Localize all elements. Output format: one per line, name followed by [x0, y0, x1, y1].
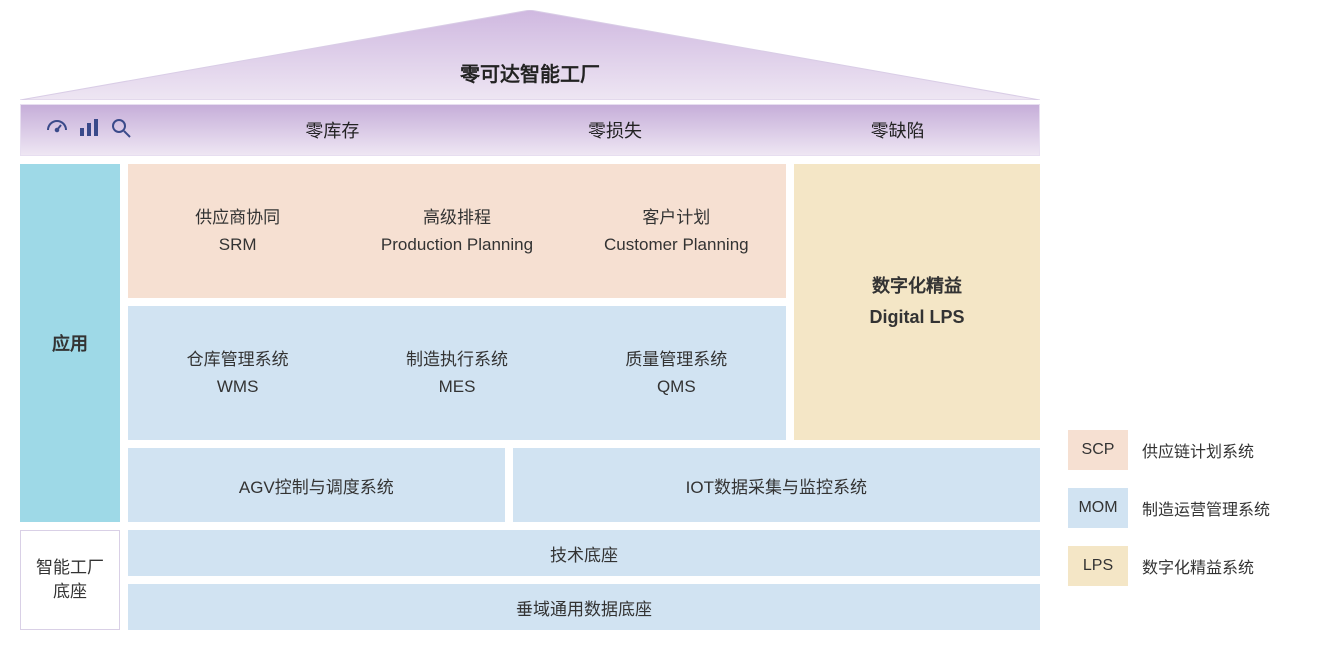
header-col-zero-loss: 零损失 [474, 117, 757, 143]
scp-cell-customer-cn: 客户计划 [567, 204, 786, 231]
legend-label-lps: 数字化精益系统 [1142, 554, 1254, 578]
lps-cn: 数字化精益 [872, 271, 962, 302]
legend-code-scp: SCP [1082, 441, 1115, 459]
roof-title: 零可达智能工厂 [20, 58, 1040, 87]
base-row-data: 垂域通用数据底座 [128, 584, 1040, 630]
scp-cell-planning: 高级排程 Production Planning [347, 204, 566, 258]
roof: 零可达智能工厂 [20, 10, 1040, 100]
legend-label-scp: 供应链计划系统 [1142, 438, 1254, 462]
scp-cell-srm-en: SRM [128, 231, 347, 258]
header-col-zero-inventory: 零库存 [191, 117, 474, 143]
mom-cell-wms: 仓库管理系统 WMS [128, 346, 347, 400]
bottom-pair: AGV控制与调度系统 IOT数据采集与监控系统 [128, 448, 1040, 522]
mom-cell-wms-cn: 仓库管理系统 [128, 346, 347, 373]
bar-chart-icon [77, 116, 101, 145]
mom-cell-mes-en: MES [347, 373, 566, 400]
header-columns: 零库存 零损失 零缺陷 [191, 117, 1039, 143]
mom-cell-mes-cn: 制造执行系统 [347, 346, 566, 373]
side-base-line2: 底座 [36, 580, 104, 604]
legend-code-mom: MOM [1078, 499, 1117, 517]
header-icons [21, 116, 191, 145]
side-base-label: 智能工厂 底座 [20, 530, 120, 630]
lps-box: 数字化精益 Digital LPS [794, 164, 1040, 440]
mom-cell-qms-en: QMS [567, 373, 786, 400]
mom-cell-wms-en: WMS [128, 373, 347, 400]
base-row-tech: 技术底座 [128, 530, 1040, 576]
side-app-label: 应用 [20, 164, 120, 522]
legend-row-mom: MOM 制造运营管理系统 [1068, 488, 1318, 528]
agv-cell: AGV控制与调度系统 [128, 448, 505, 522]
iot-cell: IOT数据采集与监控系统 [513, 448, 1040, 522]
scp-cell-srm-cn: 供应商协同 [128, 204, 347, 231]
scp-cell-customer: 客户计划 Customer Planning [567, 204, 786, 258]
base-rows: 技术底座 垂域通用数据底座 [128, 530, 1040, 630]
mom-cell-qms: 质量管理系统 QMS [567, 346, 786, 400]
mom-cell-mes: 制造执行系统 MES [347, 346, 566, 400]
legend-row-scp: SCP 供应链计划系统 [1068, 430, 1318, 470]
top-two-rows: 供应商协同 SRM 高级排程 Production Planning 客户计划 … [128, 164, 1040, 440]
side-base-line1: 智能工厂 [36, 556, 104, 580]
scp-cell-planning-cn: 高级排程 [347, 204, 566, 231]
body-grid: 应用 供应商协同 SRM 高级排程 Production Planning [20, 164, 1040, 630]
header-col-zero-defect: 零缺陷 [756, 117, 1039, 143]
scp-cell-customer-en: Customer Planning [567, 231, 786, 258]
legend-swatch-scp: SCP [1068, 430, 1128, 470]
legend-code-lps: LPS [1083, 557, 1113, 575]
legend-row-lps: LPS 数字化精益系统 [1068, 546, 1318, 586]
search-icon [109, 116, 133, 145]
header-bar: 零库存 零损失 零缺陷 [20, 104, 1040, 156]
legend-swatch-lps: LPS [1068, 546, 1128, 586]
scp-cell-planning-en: Production Planning [347, 231, 566, 258]
two-rows-left: 供应商协同 SRM 高级排程 Production Planning 客户计划 … [128, 164, 786, 440]
scp-row: 供应商协同 SRM 高级排程 Production Planning 客户计划 … [128, 164, 786, 298]
mom-row: 仓库管理系统 WMS 制造执行系统 MES 质量管理系统 QMS [128, 306, 786, 440]
legend-label-mom: 制造运营管理系统 [1142, 496, 1270, 520]
legend-swatch-mom: MOM [1068, 488, 1128, 528]
mom-cell-qms-cn: 质量管理系统 [567, 346, 786, 373]
architecture-diagram: 零可达智能工厂 [20, 10, 1040, 630]
lps-en: Digital LPS [869, 302, 964, 333]
gauge-icon [45, 116, 69, 145]
app-content: 供应商协同 SRM 高级排程 Production Planning 客户计划 … [128, 164, 1040, 522]
scp-cell-srm: 供应商协同 SRM [128, 204, 347, 258]
legend: SCP 供应链计划系统 MOM 制造运营管理系统 LPS 数字化精益系统 [1068, 430, 1318, 586]
